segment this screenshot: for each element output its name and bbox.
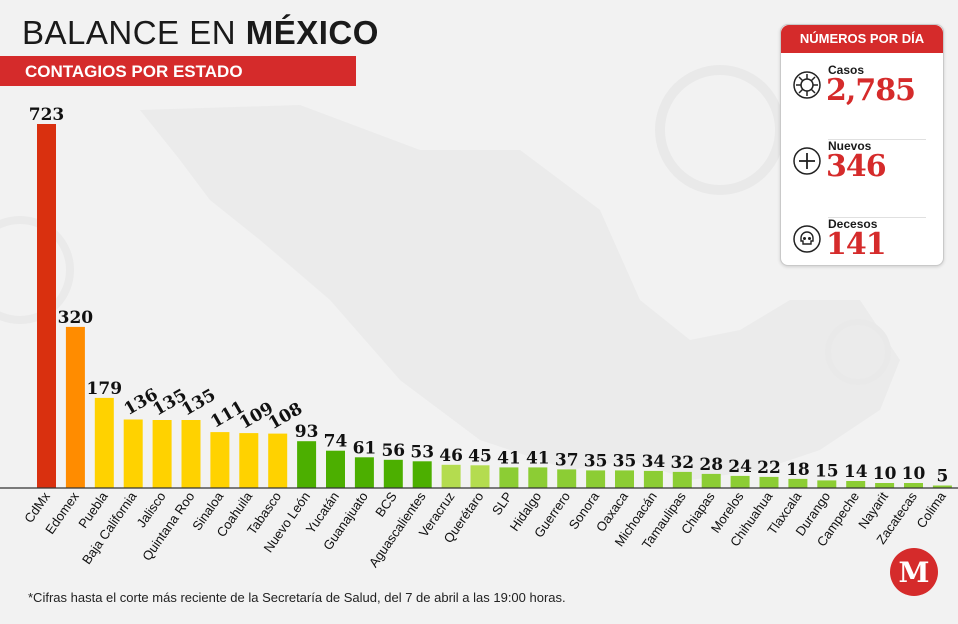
background-map: [0, 65, 900, 480]
deaths-value: 141: [826, 227, 887, 262]
bar: [701, 473, 721, 488]
virus-watermark-left: [0, 216, 74, 324]
bar: [730, 475, 750, 488]
bar: [37, 124, 56, 488]
bar-value-label: 24: [728, 457, 752, 477]
bar: [846, 481, 866, 488]
cases-value: 2,785: [826, 73, 916, 108]
milenio-logo: M: [890, 548, 938, 596]
bar: [904, 483, 923, 488]
virus-icon: [793, 71, 821, 99]
bar-value-label: 93: [295, 422, 319, 442]
bar-value-label: 22: [757, 458, 781, 478]
bar: [672, 471, 692, 488]
bar: [94, 397, 114, 488]
bar: [123, 419, 143, 488]
bar: [412, 461, 432, 488]
bar-value-label: 46: [439, 446, 463, 466]
category-label: SLP: [489, 489, 515, 518]
divider: [828, 139, 926, 140]
bar: [354, 457, 374, 488]
bar-value-label: 41: [526, 448, 550, 468]
deaths-label: Decesos: [828, 217, 878, 231]
bar: [643, 470, 663, 488]
new-label: Nuevos: [828, 139, 872, 153]
bar-value-label: 320: [58, 308, 94, 328]
bar: [268, 433, 288, 488]
summary-card: NÚMEROS POR DÍA Casos 2,785 Nuevos 346: [780, 24, 944, 266]
bar-value-label: 53: [410, 442, 434, 462]
bar: [326, 450, 345, 488]
bar-value-label: 35: [584, 451, 608, 471]
logo-letter: M: [899, 556, 930, 589]
map-silhouette: [140, 105, 900, 480]
bar: [557, 469, 577, 488]
cases-stat: Casos 2,785: [781, 57, 943, 127]
bar-value-label: 15: [815, 461, 839, 481]
bar-value-label: 35: [613, 451, 637, 471]
bar: [817, 480, 837, 488]
virus-watermark-small: [825, 319, 891, 385]
bar-value-label: 5: [936, 467, 948, 487]
plus-icon: [793, 147, 821, 175]
bars: [37, 124, 952, 488]
bar: [788, 478, 808, 488]
bar-value-label: 10: [873, 464, 897, 484]
footnote: *Cifras hasta el corte más reciente de l…: [28, 590, 566, 605]
title: BALANCE EN MÉXICO: [22, 14, 379, 52]
bar: [586, 470, 606, 488]
bar: [470, 465, 490, 488]
bar: [499, 467, 519, 488]
deaths-stat: Decesos 141: [781, 211, 943, 281]
title-bold: MÉXICO: [245, 14, 379, 51]
bar: [239, 433, 259, 488]
bar-value-label: 34: [642, 452, 666, 472]
new-value: 346: [826, 149, 887, 184]
new-stat: Nuevos 346: [781, 133, 943, 203]
bar: [441, 464, 461, 488]
virus-watermark-large: [655, 65, 785, 195]
bar: [210, 432, 230, 488]
cases-label: Casos: [828, 63, 865, 77]
bar: [297, 441, 317, 488]
summary-title: NÚMEROS POR DÍA: [781, 25, 943, 53]
bar: [932, 485, 952, 488]
bar: [759, 476, 779, 488]
bar: [875, 483, 895, 488]
bar-value-label: 723: [29, 105, 65, 125]
bar-value-label: 41: [497, 448, 521, 468]
subtitle-band: [0, 56, 356, 86]
bar: [181, 420, 201, 488]
category-label: Colima: [913, 488, 949, 530]
bar-value-label: 179: [87, 379, 123, 399]
bar-value-label: 14: [844, 462, 868, 482]
title-regular: BALANCE EN: [22, 14, 246, 51]
skull-icon: [793, 225, 821, 253]
bar: [383, 459, 403, 488]
bar-value-label: 32: [670, 453, 694, 473]
bar-value-label: 18: [786, 460, 810, 480]
bar: [152, 420, 172, 488]
subtitle: CONTAGIOS POR ESTADO: [25, 62, 243, 81]
bar: [615, 470, 634, 488]
bar-value-label: 61: [353, 438, 377, 458]
bar-value-label: 74: [324, 432, 348, 452]
category-label: BCS: [372, 489, 400, 520]
bar-value-label: 45: [468, 446, 492, 466]
bar-value-label: 10: [902, 464, 926, 484]
bar-value-label: 28: [699, 455, 723, 475]
bar: [65, 326, 85, 488]
bar-value-label: 37: [555, 450, 579, 470]
divider: [828, 217, 926, 218]
bar-value-label: 56: [381, 441, 405, 461]
bar: [528, 467, 548, 488]
